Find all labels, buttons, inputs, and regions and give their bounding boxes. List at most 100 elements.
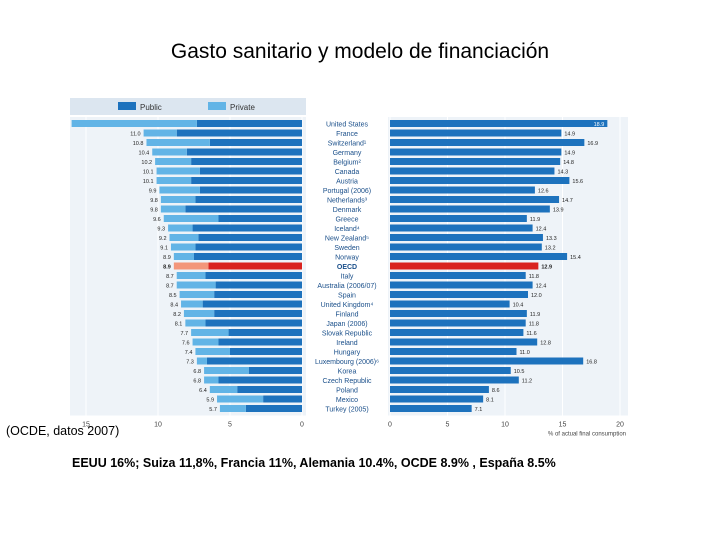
bar-public-luxembourg-2006 bbox=[206, 357, 302, 365]
bar-public-norway bbox=[194, 253, 302, 260]
source-note: (OCDE, datos 2007) bbox=[6, 424, 120, 438]
bar-share-czech-republic bbox=[390, 376, 519, 384]
bar-share-new-zealand bbox=[390, 234, 543, 241]
bar-public-poland bbox=[237, 386, 302, 393]
share-label-luxembourg-2006: 16.8 bbox=[586, 360, 597, 366]
bar-private-turkey-2005 bbox=[219, 405, 246, 412]
bar-public-oecd bbox=[208, 262, 302, 270]
total-label-iceland: 9.3 bbox=[157, 227, 165, 233]
bar-public-spain bbox=[214, 291, 302, 298]
right-axis-tick: 15 bbox=[559, 422, 567, 429]
country-label-sweden: Sweden bbox=[334, 245, 359, 252]
country-label-slovak-republic: Slovak Republic bbox=[322, 331, 373, 338]
total-label-greece: 9.6 bbox=[153, 217, 161, 223]
bar-public-portugal-2006 bbox=[199, 186, 302, 194]
share-label-oecd: 12.9 bbox=[541, 265, 552, 271]
bar-share-netherlands bbox=[390, 196, 560, 203]
total-label-italy: 8.7 bbox=[166, 274, 174, 280]
bar-share-poland bbox=[390, 386, 489, 393]
bar-private-france bbox=[143, 129, 177, 137]
bar-public-korea bbox=[248, 367, 302, 374]
bar-private-ireland bbox=[192, 338, 219, 346]
share-label-korea: 10.5 bbox=[514, 369, 525, 375]
share-label-hungary: 11.0 bbox=[520, 350, 530, 356]
country-label-greece: Greece bbox=[336, 217, 359, 224]
bar-private-slovak-republic bbox=[191, 329, 229, 336]
bar-private-portugal-2006 bbox=[159, 186, 200, 194]
bar-public-iceland bbox=[192, 224, 302, 232]
bar-share-france bbox=[390, 129, 562, 137]
bar-private-greece bbox=[163, 215, 219, 222]
left-axis-tick: 10 bbox=[154, 422, 162, 429]
total-label-czech-republic: 6.8 bbox=[193, 379, 201, 385]
legend-label-public: Public bbox=[140, 103, 162, 112]
bar-public-germany bbox=[186, 148, 302, 156]
share-label-iceland: 12.4 bbox=[536, 227, 547, 233]
bar-private-denmark bbox=[160, 205, 186, 213]
country-label-united-states: United States bbox=[326, 122, 369, 129]
country-label-luxembourg-2006: Luxembourg (2006)⁶ bbox=[315, 359, 379, 366]
total-label-australia-2006-07: 8.7 bbox=[166, 284, 174, 290]
bar-private-mexico bbox=[217, 395, 264, 403]
bar-share-canada bbox=[390, 167, 555, 175]
country-label-spain: Spain bbox=[338, 293, 356, 300]
bar-private-belgium bbox=[155, 158, 192, 165]
country-label-switzerland: Switzerland¹ bbox=[328, 141, 367, 148]
share-label-poland: 8.6 bbox=[492, 388, 500, 394]
share-label-czech-republic: 11.2 bbox=[522, 379, 532, 385]
bar-share-hungary bbox=[390, 348, 517, 355]
bar-private-spain bbox=[179, 291, 215, 298]
country-label-netherlands: Netherlands³ bbox=[327, 198, 368, 205]
total-label-japan-2006: 8.1 bbox=[175, 322, 183, 328]
bar-share-sweden bbox=[390, 243, 542, 251]
share-label-france: 14.9 bbox=[564, 132, 575, 138]
country-label-new-zealand: New Zealand⁵ bbox=[325, 236, 369, 243]
country-label-austria: Austria bbox=[336, 179, 358, 186]
summary-text: EEUU 16%; Suiza 11,8%, Francia 11%, Alem… bbox=[72, 456, 556, 470]
bar-private-united-kingdom bbox=[181, 300, 203, 308]
total-label-turkey-2005: 5.7 bbox=[209, 407, 217, 413]
bar-private-norway bbox=[173, 253, 194, 260]
bar-share-korea bbox=[390, 367, 511, 374]
share-label-mexico: 8.1 bbox=[486, 398, 494, 404]
total-label-portugal-2006: 9.9 bbox=[149, 189, 157, 195]
bar-share-slovak-republic bbox=[390, 329, 524, 336]
bar-public-belgium bbox=[191, 158, 302, 165]
right-axis-tick: 0 bbox=[388, 422, 392, 429]
bars-layer bbox=[70, 117, 628, 417]
total-label-oecd: 8.9 bbox=[163, 265, 171, 271]
bar-public-switzerland bbox=[209, 139, 302, 146]
country-label-italy: Italy bbox=[341, 274, 354, 281]
country-label-belgium: Belgium² bbox=[333, 160, 361, 167]
bar-share-mexico bbox=[390, 395, 484, 403]
country-label-france: France bbox=[336, 131, 358, 138]
bar-public-new-zealand bbox=[198, 234, 302, 241]
share-label-new-zealand: 13.3 bbox=[546, 236, 557, 242]
country-label-hungary: Hungary bbox=[334, 350, 361, 357]
country-label-mexico: Mexico bbox=[336, 397, 358, 404]
bar-private-netherlands bbox=[160, 196, 196, 203]
share-label-austria: 15.6 bbox=[572, 179, 583, 185]
bar-public-italy bbox=[205, 272, 302, 279]
slide-title: Gasto sanitario y modelo de financiación bbox=[170, 40, 550, 63]
legend-band bbox=[70, 98, 306, 115]
bar-share-norway bbox=[390, 253, 568, 260]
bar-share-austria bbox=[390, 177, 570, 184]
bar-public-austria bbox=[191, 177, 302, 184]
country-label-czech-republic: Czech Republic bbox=[322, 378, 372, 385]
total-label-hungary: 7.4 bbox=[185, 350, 193, 356]
country-label-germany: Germany bbox=[333, 150, 362, 157]
total-label-united-kingdom: 8.4 bbox=[170, 303, 178, 309]
share-label-norway: 15.4 bbox=[570, 255, 581, 261]
right-axis-tick: 10 bbox=[501, 422, 509, 429]
total-label-switzerland: 10.8 bbox=[133, 141, 144, 147]
bar-private-iceland bbox=[168, 224, 193, 232]
right-axis-label: % of actual final consumption bbox=[548, 432, 626, 438]
bar-share-spain bbox=[390, 291, 528, 298]
bar-share-germany bbox=[390, 148, 562, 156]
bar-private-finland bbox=[183, 310, 215, 317]
country-label-poland: Poland bbox=[336, 388, 358, 395]
bar-private-czech-republic bbox=[204, 376, 219, 384]
bar-public-czech-republic bbox=[218, 376, 302, 384]
bar-share-japan-2006 bbox=[390, 319, 526, 327]
